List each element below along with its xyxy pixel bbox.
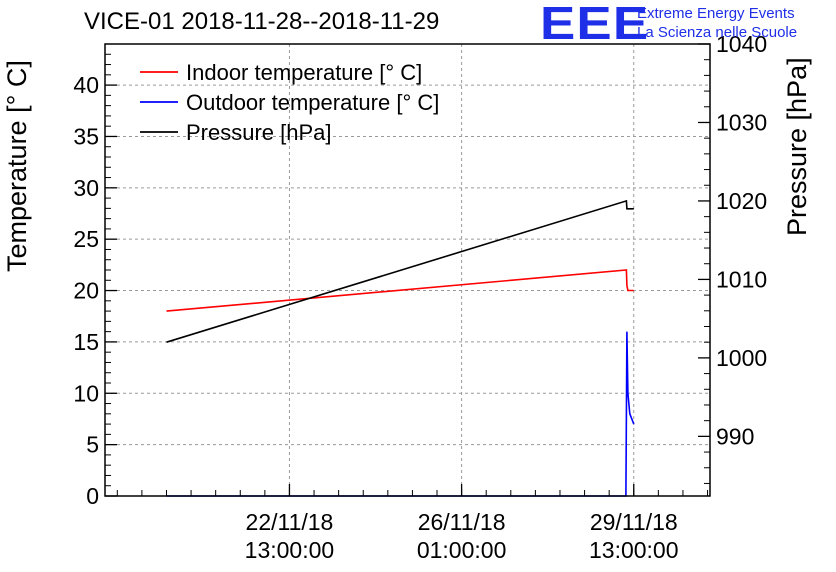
y2-tick-label: 1020 bbox=[716, 188, 767, 214]
series-line-2 bbox=[166, 199, 634, 343]
y-tick-label: 15 bbox=[73, 329, 99, 355]
axis-ticks bbox=[105, 43, 710, 497]
x-tick-label-date: 26/11/18 bbox=[418, 509, 506, 535]
legend-label-2: Pressure [hPa] bbox=[186, 120, 332, 145]
eee-logo: EEE bbox=[540, 0, 650, 49]
x-tick-label-date: 29/11/18 bbox=[590, 509, 678, 535]
y2-tick-label: 1010 bbox=[716, 266, 767, 292]
y2-tick-label: 990 bbox=[716, 423, 754, 449]
tick-labels: 0 5 10 15 20 25 30 35 40 990 1000 1010 1020 1030 1040 2… bbox=[73, 31, 767, 563]
y2-axis-label: Pressure [hPa] bbox=[782, 57, 812, 236]
y-tick-label: 35 bbox=[73, 123, 99, 149]
legend-label-0: Indoor temperature [° C] bbox=[186, 60, 422, 85]
eee-logo-line2: La Scienza nelle Scuole bbox=[637, 24, 798, 41]
legend-label-1: Outdoor temperature [° C] bbox=[186, 90, 439, 115]
y2-tick-label: 1000 bbox=[716, 345, 767, 371]
x-tick-label-time: 01:00:00 bbox=[417, 537, 507, 563]
series-line-0 bbox=[166, 269, 634, 312]
y2-tick-label: 1030 bbox=[716, 109, 767, 135]
x-tick-label-time: 13:00:00 bbox=[589, 537, 679, 563]
y-tick-label: 40 bbox=[73, 72, 99, 98]
y-axis-label: Temperature [° C] bbox=[2, 60, 32, 272]
y-tick-label: 25 bbox=[73, 226, 99, 252]
y-tick-label: 20 bbox=[73, 278, 99, 304]
eee-logo-line1: Extreme Energy Events bbox=[637, 5, 795, 22]
eee-logo-caption: Extreme Energy Events La Scienza nelle S… bbox=[637, 4, 797, 42]
legend: Indoor temperature [° C] Outdoor temperat… bbox=[140, 60, 439, 145]
y-tick-label: 5 bbox=[86, 432, 99, 458]
y2-tick-label: 1040 bbox=[716, 31, 767, 57]
y-tick-label: 10 bbox=[73, 380, 99, 406]
x-tick-label-time: 13:00:00 bbox=[245, 537, 335, 563]
x-tick-label-date: 22/11/18 bbox=[246, 509, 334, 535]
chart-title: VICE-01 2018-11-28--2018-11-29 bbox=[84, 8, 440, 35]
y-tick-label: 30 bbox=[73, 175, 99, 201]
series-lines bbox=[166, 199, 635, 497]
grid-lines bbox=[105, 44, 710, 496]
y-tick-label: 0 bbox=[86, 483, 99, 509]
series-line-1 bbox=[166, 331, 635, 497]
